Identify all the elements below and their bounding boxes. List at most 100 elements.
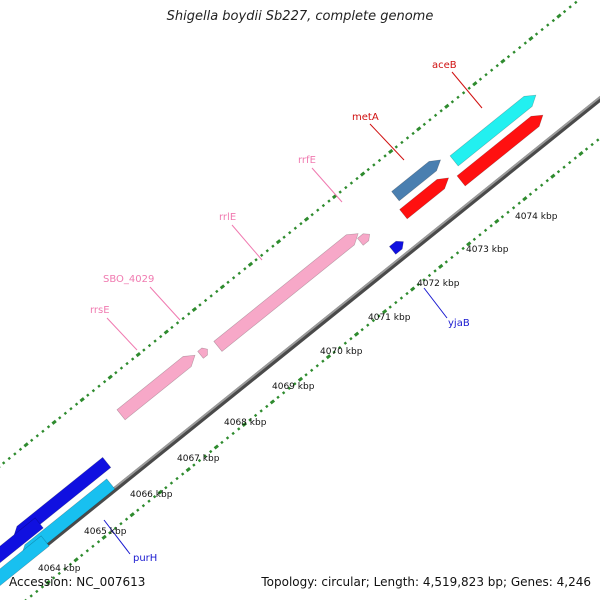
tick-dot [573,156,577,160]
tick-dot [484,73,488,77]
tick-dot [539,183,544,187]
callout-rrsE [106,317,138,351]
tick-dot [203,454,207,458]
tick-dot [518,45,522,50]
feature-rrsE-shape [116,354,196,421]
tick-dot [489,224,493,228]
kbp-label-4071: 4071 kbp [368,313,411,323]
gene-label-rrlE[interactable]: rrlE [219,212,236,223]
feature-trna [197,347,208,359]
feature-steel [391,159,442,202]
tick-dot [359,171,366,177]
tick-dot [107,374,113,380]
tick-dot [321,359,325,363]
tick-dot [433,269,437,273]
tick-dot [197,458,202,463]
tick-dot [325,354,332,360]
tick-dot [63,411,68,415]
kbp-label-4069: 4069 kbp [272,382,315,392]
tick-dot [534,32,539,36]
gene-label-aceB[interactable]: aceB [432,60,457,71]
tick-dot [281,391,286,395]
tick-dot [96,540,101,544]
gene-label-yjaB[interactable]: yjaB [448,318,470,329]
tick-dot [377,158,382,163]
tick-dot [282,235,286,239]
tick-dot [511,206,516,210]
kbp-labels: 4064 kbp 4065 kbp 4066 kbp 4067 kbp 4068… [38,212,558,574]
tick-dot [303,216,310,222]
tick-dot [29,594,33,598]
tick-dot [349,181,354,185]
tick-dot [411,131,415,136]
tick-dot [455,251,460,255]
feature-metA [399,177,450,220]
tick-dot [562,165,566,169]
tick-dot [191,306,198,312]
tick-dot [528,192,533,196]
tick-dot [512,50,516,54]
tick-dot [209,294,213,298]
tick-dot [438,263,444,269]
tick-dot [124,517,129,521]
callout-SBO_4029 [149,286,181,321]
tick-dot [253,413,258,418]
tick-dot [349,336,353,341]
tick-dot [180,472,185,476]
tick-dot [136,508,140,512]
tick-dot [1,461,6,465]
tick-dot [444,260,448,264]
feature-yjaB [388,240,404,255]
tick-dot [489,68,494,72]
tick-dot [237,271,241,276]
feature-gene-edge-a [0,517,44,574]
tick-dot [159,334,163,339]
tick-dot [203,298,208,303]
tick-dot [450,100,455,104]
tick-dot [467,86,471,90]
tick-dot [86,393,90,397]
tick-dot [461,246,465,251]
tick-dot [40,585,45,589]
feature-rrsE [116,354,196,421]
gene-label-SBO_4029[interactable]: SBO_4029 [103,274,154,285]
backbone-shadow [0,95,600,586]
gene-label-rrsE[interactable]: rrsE [90,305,110,316]
tick-dot [74,402,79,406]
tick-dot [287,386,291,391]
tick-dot [18,447,23,452]
map-title: Shigella boydii Sb227, complete genome [166,9,434,24]
gene-label-metA[interactable]: metA [352,112,379,123]
tick-dot [181,316,185,321]
tick-dot [450,255,454,260]
tick-dot [237,427,241,431]
kbp-label-4073: 4073 kbp [466,245,509,255]
gene-label-purH[interactable]: purH [133,553,157,564]
tick-dot [35,434,39,438]
gene-label-rrfE[interactable]: rrfE [298,155,316,166]
tick-dot [331,194,338,200]
tick-dot [163,329,169,335]
tick-dot [142,348,146,352]
tick-dot [157,489,163,495]
feature-aceB-cyan [449,94,537,167]
tick-dot [439,109,443,113]
tick-dot [175,321,180,325]
tick-dot [46,425,51,429]
tick-dot [248,418,252,422]
tick-dot [7,456,11,461]
tick-dot [355,176,359,181]
tick-dot [213,444,219,450]
tick-dot [225,436,230,440]
tick-dot [119,522,123,526]
tick-dot [13,452,17,456]
tick-dot [399,296,404,300]
tick-dot [79,397,85,403]
tick-dot [366,167,370,172]
tick-dot [478,233,482,237]
tick-dot [551,18,556,23]
tick-dot [416,126,422,132]
tick-dot [388,148,394,154]
tick-dot [271,244,275,248]
